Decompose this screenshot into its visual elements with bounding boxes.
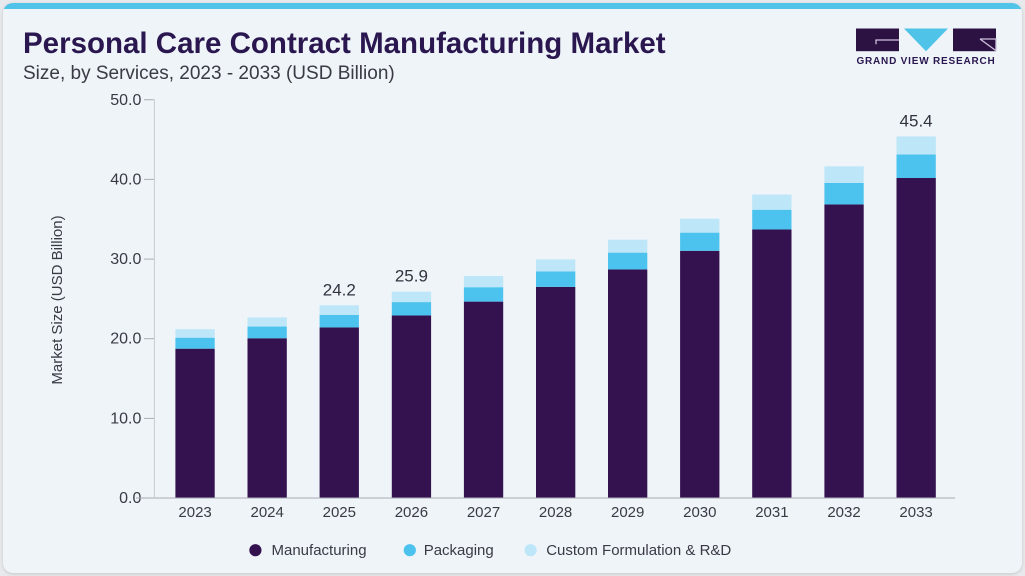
svg-text:2023: 2023	[178, 504, 211, 521]
svg-text:45.4: 45.4	[900, 111, 933, 130]
svg-text:20.0: 20.0	[110, 331, 141, 348]
svg-text:Market Size (USD Billion): Market Size (USD Billion)	[49, 215, 66, 384]
svg-text:30.0: 30.0	[110, 251, 141, 268]
svg-text:2024: 2024	[251, 504, 284, 521]
svg-text:2031: 2031	[755, 504, 788, 521]
svg-text:Manufacturing: Manufacturing	[272, 542, 367, 559]
svg-text:2033: 2033	[899, 504, 932, 521]
svg-text:50.0: 50.0	[110, 92, 141, 109]
svg-text:2027: 2027	[467, 504, 500, 521]
svg-text:10.0: 10.0	[110, 410, 141, 427]
svg-text:25.9: 25.9	[395, 267, 428, 286]
svg-text:Custom Formulation & R&D: Custom Formulation & R&D	[546, 542, 731, 559]
svg-text:24.2: 24.2	[323, 280, 356, 299]
svg-text:2030: 2030	[683, 504, 716, 521]
svg-text:2026: 2026	[395, 504, 428, 521]
svg-text:2028: 2028	[539, 504, 572, 521]
svg-text:2029: 2029	[611, 504, 644, 521]
svg-text:Packaging: Packaging	[424, 542, 494, 559]
svg-text:2025: 2025	[323, 504, 356, 521]
svg-text:2032: 2032	[827, 504, 860, 521]
svg-text:40.0: 40.0	[110, 171, 141, 188]
